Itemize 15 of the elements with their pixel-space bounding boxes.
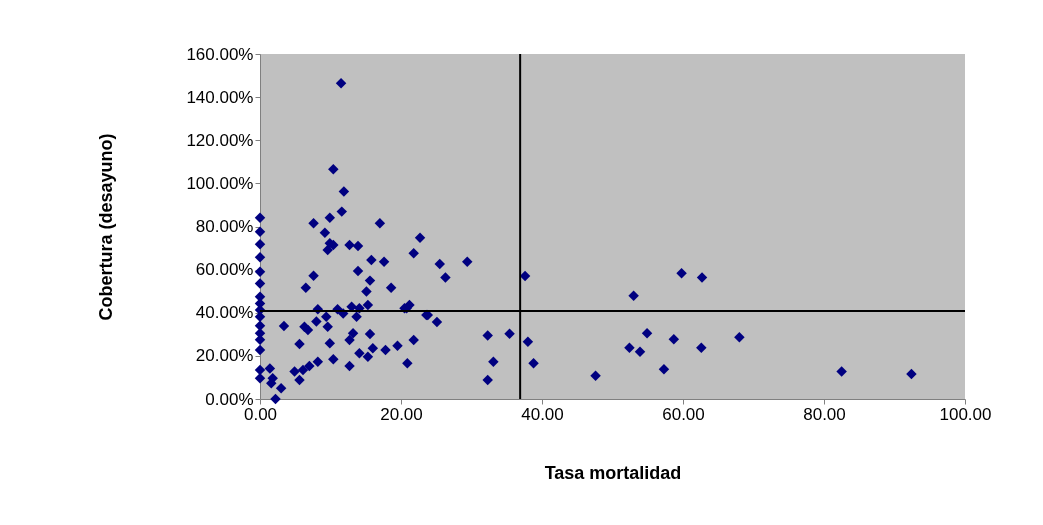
y-tick-label: 120.00% (186, 130, 254, 150)
x-tick-label: 40.00 (521, 404, 564, 424)
x-tick-label: 60.00 (662, 404, 705, 424)
y-tick-label: 20.00% (195, 346, 254, 366)
x-tick-label: 20.00 (380, 404, 423, 424)
x-axis-title: Tasa mortalidad (544, 462, 682, 483)
y-axis-title: Cobertura (desayuno) (96, 133, 117, 321)
x-tick-label: 100.00 (939, 404, 992, 424)
y-tick-label: 60.00% (195, 260, 254, 280)
y-tick-label: 80.00% (195, 217, 254, 236)
y-tick-label: 140.00% (186, 87, 254, 107)
y-tick-label: 40.00% (195, 303, 254, 323)
x-tick-label: 80.00 (803, 404, 846, 424)
y-tick-label: 160.00% (186, 44, 254, 64)
y-tick-label: 100.00% (186, 173, 254, 193)
